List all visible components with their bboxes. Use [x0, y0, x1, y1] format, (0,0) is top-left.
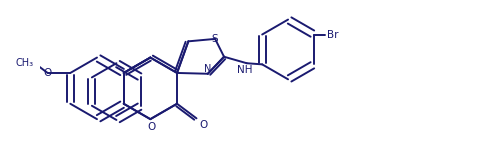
Text: Br: Br	[326, 30, 338, 40]
Text: CH₃: CH₃	[16, 58, 34, 68]
Text: O: O	[44, 68, 52, 78]
Text: S: S	[211, 34, 218, 44]
Text: N: N	[204, 64, 211, 74]
Text: NH: NH	[237, 65, 253, 75]
Text: O: O	[148, 122, 156, 132]
Text: O: O	[199, 120, 207, 130]
